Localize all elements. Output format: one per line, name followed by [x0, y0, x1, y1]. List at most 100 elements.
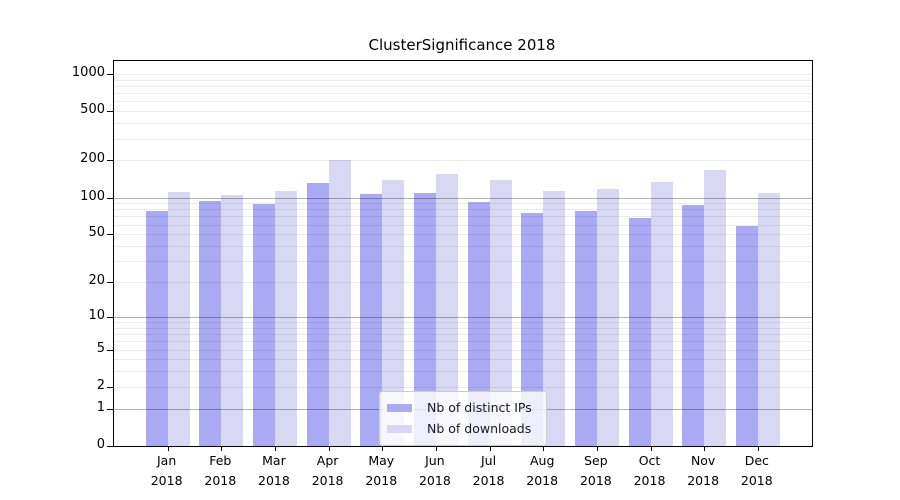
bar-downloads-sep [596, 189, 619, 446]
y-tick-1 [107, 408, 113, 410]
y-tick-label-50: 50 [88, 225, 105, 241]
year-label: 2018 [418, 473, 451, 488]
gridline-500 [114, 111, 812, 113]
y-tick-label-100: 100 [80, 188, 105, 204]
year-label: 2018 [740, 473, 773, 488]
month-label: Dec [744, 453, 769, 468]
month-label: Sep [584, 453, 608, 468]
gridline-700 [114, 93, 812, 95]
bar-downloads-jan [167, 191, 190, 446]
gridline-5 [114, 349, 812, 351]
gridline-300 [114, 138, 812, 140]
year-label: 2018 [204, 473, 237, 488]
x-tick-label-sep: Sep 2018 [566, 451, 626, 491]
x-tick-jun [435, 446, 437, 451]
y-tick-label-2: 2 [96, 377, 105, 393]
gridline-3 [114, 371, 812, 373]
gridline-200 [114, 160, 812, 162]
bar-distinct-ips-aug [521, 212, 544, 446]
bar-distinct-ips-jun [413, 193, 436, 446]
y-tick-label-200: 200 [80, 151, 105, 167]
x-tick-mar [274, 446, 276, 451]
bar-distinct-ips-sep [574, 211, 597, 446]
x-tick-oct [650, 446, 652, 451]
gridline-2 [114, 386, 812, 388]
x-tick-jul [489, 446, 491, 451]
gridline-90 [114, 203, 812, 205]
legend: Nb of distinct IPs Nb of downloads [379, 391, 547, 446]
y-tick-label-5: 5 [96, 340, 105, 356]
gridline-800 [114, 86, 812, 87]
gridline-20 [114, 282, 812, 284]
y-tick-label-1: 1 [96, 399, 105, 415]
month-label: Jul [481, 453, 497, 468]
gridline-400 [114, 123, 812, 125]
year-label: 2018 [311, 473, 344, 488]
month-label: Aug [529, 453, 555, 468]
x-tick-label-apr: Apr 2018 [298, 451, 358, 491]
month-label: Mar [262, 453, 286, 468]
x-tick-may [382, 446, 384, 451]
month-label: Jan [157, 453, 177, 468]
legend-row-downloads: Nb of downloads [387, 418, 538, 439]
y-tick-20 [107, 282, 113, 284]
year-label: 2018 [579, 473, 612, 488]
x-tick-aug [543, 446, 545, 451]
bar-distinct-ips-jul [467, 201, 490, 446]
month-label: May [368, 453, 395, 468]
bar-distinct-ips-jan [145, 210, 168, 446]
bar-distinct-ips-feb [199, 200, 222, 446]
year-label: 2018 [472, 473, 505, 488]
bar-downloads-nov [704, 170, 727, 446]
gridline-8 [114, 327, 812, 329]
y-tick-label-20: 20 [88, 273, 105, 289]
gridline-900 [114, 79, 812, 81]
year-label: 2018 [150, 473, 183, 488]
x-tick-label-jul: Jul 2018 [459, 451, 519, 491]
month-label: Apr [316, 453, 339, 468]
gridline-50 [114, 234, 812, 236]
bar-distinct-ips-apr [306, 183, 329, 446]
bar-downloads-apr [328, 160, 351, 446]
y-tick-1000 [107, 74, 113, 75]
bar-downloads-jul [489, 180, 512, 446]
bar-distinct-ips-may [360, 193, 383, 446]
y-tick-label-0: 0 [96, 437, 105, 452]
x-tick-label-aug: Aug 2018 [512, 451, 572, 491]
bar-distinct-ips-oct [628, 218, 651, 446]
bar-downloads-mar [274, 191, 297, 446]
chart-title: ClusterSignificance 2018 [368, 36, 556, 54]
bar-downloads-oct [650, 181, 673, 446]
legend-row-distinct-ips: Nb of distinct IPs [387, 397, 538, 418]
y-tick-label-500: 500 [80, 102, 105, 118]
y-tick-200 [107, 160, 113, 162]
bar-distinct-ips-dec [735, 226, 758, 446]
gridline-1000 [114, 74, 812, 75]
gridline-70 [114, 216, 812, 218]
gridline-60 [114, 224, 812, 226]
y-tick-100 [107, 197, 113, 199]
year-label: 2018 [687, 473, 720, 488]
gridline-40 [114, 246, 812, 248]
y-tick-0 [107, 446, 113, 447]
month-label: Nov [690, 453, 716, 468]
gridline-600 [114, 101, 812, 103]
bar-downloads-aug [543, 190, 566, 446]
y-tick-label-1000: 1000 [71, 65, 105, 80]
gridline-30 [114, 261, 812, 263]
legend-swatch-downloads [387, 424, 412, 433]
bar-downloads-jun [435, 173, 458, 446]
gridline-10 [114, 316, 812, 318]
x-tick-label-mar: Mar 2018 [244, 451, 304, 491]
y-tick-500 [107, 111, 113, 113]
y-tick-2 [107, 386, 113, 388]
bar-distinct-ips-mar [252, 204, 275, 446]
y-tick-50 [107, 234, 113, 236]
gridline-9 [114, 322, 812, 324]
y-tick-10 [107, 316, 113, 318]
plot-area: Nb of distinct IPs Nb of downloads [107, 60, 813, 451]
gridline-80 [114, 209, 812, 211]
bar-downloads-may [382, 179, 405, 446]
month-label: Jun [425, 453, 445, 468]
